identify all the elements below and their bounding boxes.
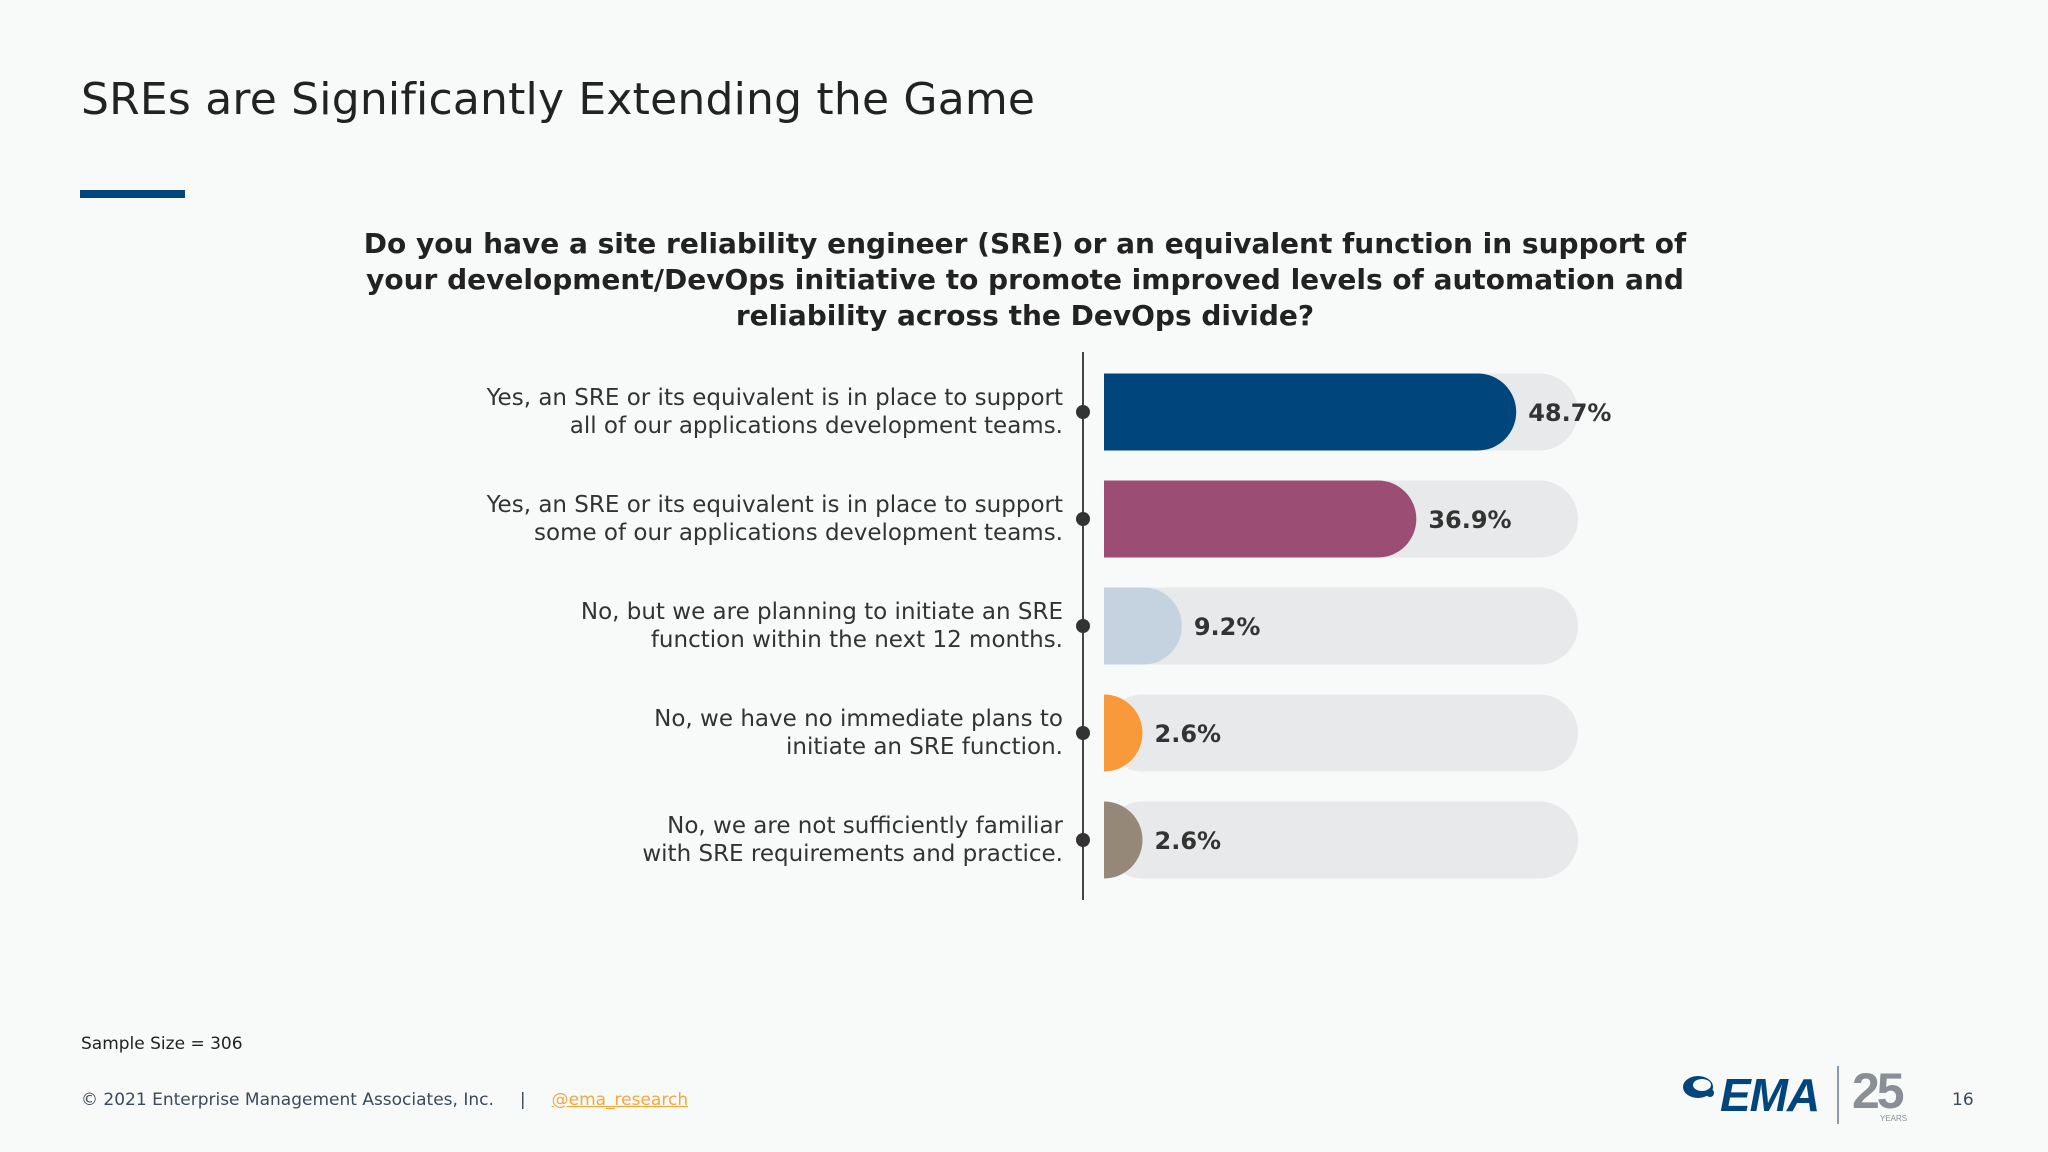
footer-separator: | [519,1090,526,1110]
category-label-line: some of our applications development tea… [534,520,1063,546]
category-label: No, we are not sufficiently familiar with… [363,812,1063,868]
data-label: 9.2% [1194,613,1261,641]
bar-track [1104,587,1578,665]
axis-dot [1076,726,1090,740]
category-label: No, but we are planning to initiate an S… [363,598,1063,654]
category-label-line: with SRE requirements and practice. [642,841,1063,867]
logo-text: EMA [1720,1069,1820,1121]
category-label-line: No, we are not sufficiently familiar [667,813,1063,839]
data-label: 48.7% [1528,399,1611,427]
category-label: Yes, an SRE or its equivalent is in plac… [363,384,1063,440]
category-label-line: function within the next 12 months. [650,627,1063,653]
logo-divider [1837,1066,1839,1124]
bar [1104,480,1417,558]
axis-dot [1076,619,1090,633]
sample-size: Sample Size = 306 [81,1034,243,1054]
data-label: 2.6% [1155,720,1222,748]
footer: © 2021 Enterprise Management Associates,… [81,1090,688,1110]
category-label-line: No, we have no immediate plans to [654,706,1063,732]
data-label: 2.6% [1155,827,1222,855]
twitter-link[interactable]: @ema_research [551,1090,689,1110]
category-label-line: Yes, an SRE or its equivalent is in plac… [486,385,1063,411]
data-label: 36.9% [1428,506,1511,534]
bar [1104,373,1517,451]
chart-question: Do you have a site reliability engineer … [363,227,1687,332]
category-label-line: all of our applications development team… [569,413,1063,439]
category-label-line: Yes, an SRE or its equivalent is in plac… [486,492,1063,518]
bar [1104,801,1143,879]
axis-dot [1076,833,1090,847]
category-label: No, we have no immediate plans to initiat… [363,705,1063,761]
bar [1104,587,1182,665]
axis-dot [1076,405,1090,419]
category-label-line: No, but we are planning to initiate an S… [580,599,1063,625]
category-label-line: initiate an SRE function. [785,734,1063,760]
logo-years: YEARS [1880,1114,1908,1123]
slide-title: SREs are Significantly Extending the Gam… [81,74,1036,125]
bar-track [1104,801,1578,879]
title-accent-bar [80,190,185,198]
category-label: Yes, an SRE or its equivalent is in plac… [363,491,1063,547]
logo-anniversary: 25 [1852,1063,1905,1119]
ema-logo: EMA 25 YEARS [1680,1063,1920,1126]
ema-swoosh-icon [1683,1076,1714,1098]
bar [1104,694,1143,772]
axis-dot [1076,512,1090,526]
bar-track [1104,694,1578,772]
copyright: © 2021 Enterprise Management Associates,… [81,1090,494,1110]
page-number: 16 [1952,1090,1974,1110]
